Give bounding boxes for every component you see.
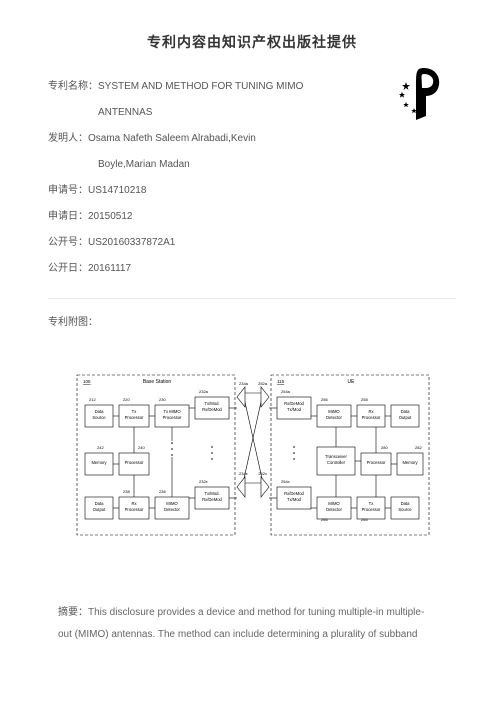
svg-text:Data: Data (401, 501, 411, 506)
svg-text:232x: 232x (199, 479, 208, 484)
svg-text:Rx/DeMod: Rx/DeMod (284, 491, 304, 496)
svg-text:Source: Source (398, 507, 412, 512)
svg-text:MIMO: MIMO (328, 409, 340, 414)
abstract-label: 摘要： (58, 607, 88, 618)
page-title: 专利内容由知识产权出版社提供 (48, 32, 456, 52)
meta-patent-name-cont: ANTENNAS (98, 100, 348, 126)
svg-text:Processor: Processor (367, 460, 386, 465)
svg-text:Processor: Processor (125, 460, 144, 465)
svg-text:252a: 252a (258, 381, 268, 386)
svg-text:Transceiver: Transceiver (325, 454, 347, 459)
svg-text:Memory: Memory (402, 460, 418, 465)
svg-text:Tx/Mod.: Tx/Mod. (204, 401, 219, 406)
svg-text:256: 256 (321, 397, 328, 402)
svg-text:Tx/Mod: Tx/Mod (287, 497, 302, 502)
ip-publishing-logo (396, 62, 456, 122)
svg-text:230: 230 (159, 397, 166, 402)
svg-text:Tx/Mod: Tx/Mod (287, 407, 302, 412)
svg-text:212: 212 (89, 397, 96, 402)
svg-text:Data: Data (95, 409, 105, 414)
svg-text:254a: 254a (281, 389, 291, 394)
svg-text:MIMO: MIMO (166, 501, 178, 506)
svg-text:Source: Source (92, 415, 106, 420)
svg-text:Tx MIMO: Tx MIMO (163, 409, 181, 414)
svg-text:266: 266 (321, 517, 328, 522)
svg-text:Rx/DeMod: Rx/DeMod (202, 497, 222, 502)
patent-figure: Base StationUE105115DataSource212TxProce… (67, 342, 437, 562)
svg-text:254x: 254x (281, 479, 290, 484)
document-page: 专利内容由知识产权出版社提供 专利名称：SYSTEM AND METHOD FO… (0, 0, 504, 713)
svg-text:Detector: Detector (164, 507, 180, 512)
svg-text:Data: Data (401, 409, 411, 414)
svg-text:258: 258 (361, 397, 368, 402)
meta-inventors-cont: Boyle,Marian Madan (98, 152, 348, 178)
svg-text:Controller: Controller (327, 460, 346, 465)
meta-patent-name: 专利名称：SYSTEM AND METHOD FOR TUNING MIMO (48, 74, 348, 100)
svg-text:MIMO: MIMO (328, 501, 340, 506)
svg-text:Rx: Rx (131, 501, 137, 506)
svg-text:Detector: Detector (326, 507, 342, 512)
svg-text:236: 236 (159, 489, 166, 494)
svg-text:Rx: Rx (368, 409, 374, 414)
meta-publication-number: 公开号：US20160337872A1 (48, 230, 348, 256)
svg-text:Output: Output (399, 415, 412, 420)
svg-text:240: 240 (138, 445, 145, 450)
logo-svg (396, 62, 456, 122)
svg-text:Processor: Processor (125, 415, 144, 420)
patent-figure-container: Base StationUE105115DataSource212TxProce… (48, 342, 456, 562)
abstract-line-2: out (MIMO) antennas. The method can incl… (58, 629, 417, 640)
figure-section-label: 专利附图： (48, 313, 456, 328)
svg-text:Tx/Mod.: Tx/Mod. (204, 491, 219, 496)
divider (48, 298, 456, 299)
svg-text:Data: Data (95, 501, 105, 506)
patent-metadata: 专利名称：SYSTEM AND METHOD FOR TUNING MIMO A… (48, 74, 348, 282)
meta-application-number: 申请号：US14710218 (48, 178, 348, 204)
svg-text:238: 238 (123, 489, 130, 494)
svg-text:Detector: Detector (326, 415, 342, 420)
meta-application-date: 申请日：20150512 (48, 204, 348, 230)
svg-text:Processor: Processor (125, 507, 144, 512)
svg-text:242: 242 (97, 445, 104, 450)
svg-text:Rx/DeMod: Rx/DeMod (202, 407, 222, 412)
svg-text:234x: 234x (239, 471, 248, 476)
meta-publication-date: 公开日：20161117 (48, 256, 348, 282)
svg-text:264: 264 (361, 517, 368, 522)
svg-text:Processor: Processor (362, 415, 381, 420)
svg-text:234a: 234a (239, 381, 249, 386)
svg-text:220: 220 (123, 397, 130, 402)
svg-text:Processor: Processor (163, 415, 182, 420)
svg-text:252x: 252x (258, 471, 267, 476)
meta-inventors: 发明人：Osama Nafeth Saleem Alrabadi,Kevin (48, 126, 348, 152)
svg-text:Base Station: Base Station (143, 379, 172, 385)
svg-text:Rx/DeMod: Rx/DeMod (284, 401, 304, 406)
svg-text:Processor: Processor (362, 507, 381, 512)
svg-text:280: 280 (381, 445, 388, 450)
svg-text:282: 282 (415, 445, 422, 450)
abstract: 摘要：This disclosure provides a device and… (48, 602, 456, 646)
svg-text:UE: UE (348, 379, 356, 385)
svg-text:115: 115 (277, 379, 285, 384)
svg-text:232a: 232a (199, 389, 209, 394)
abstract-line-1: This disclosure provides a device and me… (88, 607, 424, 618)
svg-text:Output: Output (93, 507, 106, 512)
svg-text:105: 105 (83, 379, 91, 384)
svg-text:Memory: Memory (91, 460, 107, 465)
